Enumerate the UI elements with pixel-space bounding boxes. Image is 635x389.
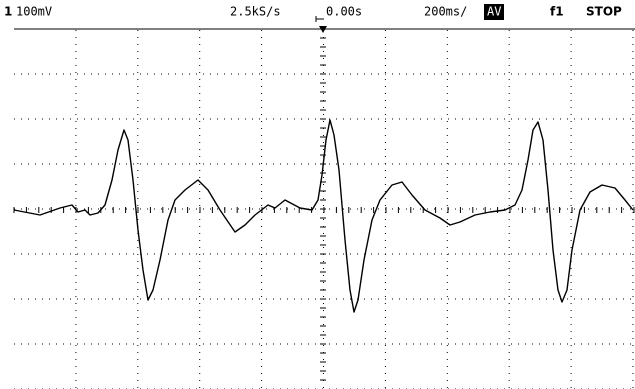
status: STOP (586, 5, 622, 19)
waveform-trace (13, 119, 634, 313)
sample-rate: 2.5kS/s (230, 5, 281, 19)
graticule (13, 28, 635, 389)
time-per-div: 200ms/ (424, 5, 467, 19)
volts-per-div: 100mV (16, 5, 52, 19)
trigger-icon (315, 16, 324, 22)
acquire-mode-box (484, 4, 504, 20)
function-label: f1 (550, 5, 564, 19)
acquire-mode: AV (487, 5, 501, 19)
trigger-time: 0.00s (326, 5, 362, 19)
channel-number: 1 (4, 5, 12, 19)
